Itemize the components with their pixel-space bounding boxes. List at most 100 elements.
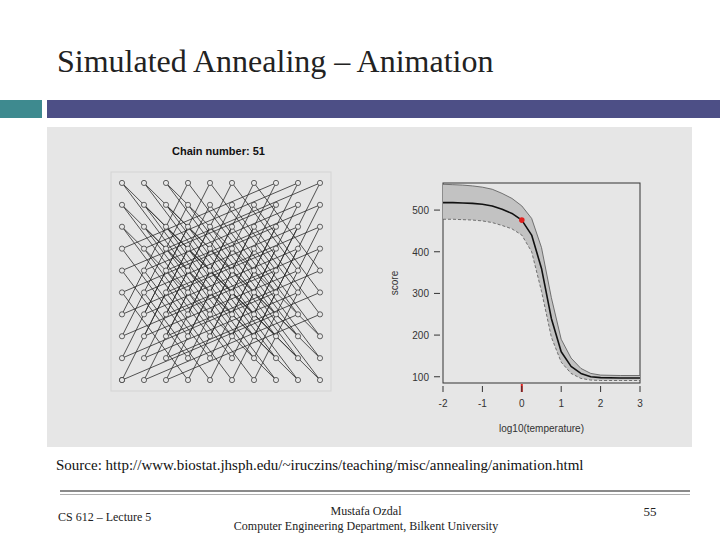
y-tick: [434, 335, 440, 336]
city-point: [207, 312, 212, 317]
city-point: [317, 312, 322, 317]
x-tick: [561, 386, 562, 392]
city-point: [207, 334, 212, 339]
city-point: [251, 268, 256, 273]
city-point: [119, 377, 124, 382]
x-tick: [521, 386, 522, 392]
city-point: [295, 356, 300, 361]
city-point: [185, 246, 190, 251]
city-point: [119, 268, 124, 273]
x-tick-label: 0: [519, 398, 525, 409]
city-point: [251, 246, 256, 251]
city-point: [119, 202, 124, 207]
city-point: [229, 377, 234, 382]
chart: 100200300400500-2-10123log10(temperature…: [389, 183, 643, 434]
city-point: [185, 180, 190, 185]
city-point: [317, 377, 322, 382]
city-point: [295, 377, 300, 382]
city-point: [185, 290, 190, 295]
city-point: [229, 334, 234, 339]
city-point: [273, 377, 278, 382]
band-edge: [443, 184, 640, 375]
current-tick: [521, 384, 523, 392]
x-tick: [482, 386, 483, 392]
city-point: [185, 356, 190, 361]
city-point: [229, 312, 234, 317]
city-point: [273, 202, 278, 207]
city-point: [317, 180, 322, 185]
city-point: [163, 224, 168, 229]
city-point: [273, 246, 278, 251]
city-point: [141, 180, 146, 185]
footer-rule: [60, 494, 690, 495]
city-point: [273, 290, 278, 295]
city-point: [295, 180, 300, 185]
city-point: [163, 377, 168, 382]
city-point: [295, 224, 300, 229]
city-point: [251, 202, 256, 207]
band: [443, 184, 640, 380]
image-background: [47, 127, 692, 447]
city-point: [119, 290, 124, 295]
city-point: [317, 202, 322, 207]
y-tick-label: 400: [412, 247, 429, 258]
city-point: [207, 180, 212, 185]
city-point: [141, 202, 146, 207]
x-tick: [600, 386, 601, 392]
city-point: [141, 290, 146, 295]
city-point: [119, 334, 124, 339]
city-point: [185, 268, 190, 273]
city-point: [273, 334, 278, 339]
y-axis-label: score: [389, 270, 400, 295]
city-point: [163, 202, 168, 207]
city-point: [317, 246, 322, 251]
y-tick: [434, 210, 440, 211]
city-point: [141, 268, 146, 273]
city-point: [141, 246, 146, 251]
city-point: [185, 312, 190, 317]
city-point: [185, 377, 190, 382]
city-point: [251, 312, 256, 317]
current-point: [519, 217, 525, 223]
title-bar: [47, 100, 720, 118]
page-number: 55: [644, 504, 657, 519]
city-point: [251, 180, 256, 185]
city-point: [207, 268, 212, 273]
x-tick-label: -1: [478, 398, 487, 409]
city-point: [141, 356, 146, 361]
city-point: [295, 202, 300, 207]
y-tick-label: 300: [412, 288, 429, 299]
plot-area: [443, 184, 640, 380]
accent-block: [0, 100, 42, 118]
city-point: [119, 356, 124, 361]
city-point: [229, 290, 234, 295]
city-point: [229, 268, 234, 273]
y-tick: [434, 376, 440, 377]
x-tick-label: 2: [598, 398, 604, 409]
city-point: [119, 180, 124, 185]
city-point: [273, 356, 278, 361]
y-tick-label: 100: [412, 372, 429, 383]
city-point: [119, 246, 124, 251]
series-line: [443, 203, 640, 378]
y-tick-label: 500: [412, 205, 429, 216]
city-point: [163, 312, 168, 317]
y-tick: [434, 293, 440, 294]
city-point: [163, 246, 168, 251]
city-point: [229, 202, 234, 207]
city-point: [163, 268, 168, 273]
x-tick: [443, 386, 444, 392]
y-tick-label: 200: [412, 330, 429, 341]
x-tick-label: 3: [637, 398, 643, 409]
city-point: [185, 202, 190, 207]
city-point: [229, 356, 234, 361]
city-point: [141, 224, 146, 229]
footer-center: Mustafa Ozdal: [331, 504, 403, 518]
city-point: [207, 224, 212, 229]
city-point: [251, 377, 256, 382]
city-point: [207, 377, 212, 382]
city-point: [251, 224, 256, 229]
city-point: [273, 180, 278, 185]
city-point: [295, 268, 300, 273]
chart-title: Chain number: 51: [172, 145, 265, 157]
